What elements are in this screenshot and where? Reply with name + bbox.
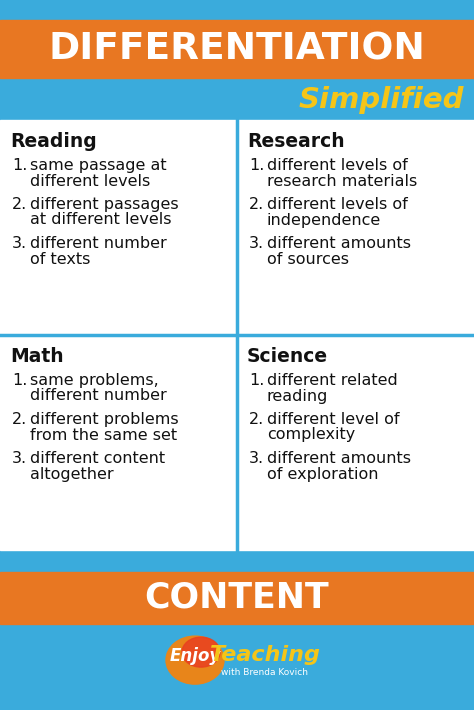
Text: 1.: 1.	[249, 158, 264, 173]
Text: 3.: 3.	[12, 451, 27, 466]
Text: different number: different number	[30, 388, 167, 403]
Text: research materials: research materials	[267, 173, 417, 188]
Text: different related: different related	[267, 373, 398, 388]
Text: Reading: Reading	[10, 132, 97, 151]
Bar	[0, 20, 474, 78]
Text: Teaching: Teaching	[210, 645, 320, 665]
Ellipse shape	[166, 636, 224, 684]
Bar	[0, 572, 474, 624]
Text: reading: reading	[267, 388, 328, 403]
Text: altogether: altogether	[30, 466, 114, 481]
Text: different amounts: different amounts	[267, 236, 411, 251]
Text: 1.: 1.	[249, 373, 264, 388]
Text: different problems: different problems	[30, 412, 179, 427]
Text: 3.: 3.	[249, 236, 264, 251]
Text: same problems,: same problems,	[30, 373, 159, 388]
Text: from the same set: from the same set	[30, 427, 177, 442]
Text: 2.: 2.	[12, 412, 27, 427]
Text: 2.: 2.	[249, 197, 264, 212]
Text: different content: different content	[30, 451, 165, 466]
Text: at different levels: at different levels	[30, 212, 172, 227]
Text: complexity: complexity	[267, 427, 355, 442]
Text: Math: Math	[10, 347, 64, 366]
Ellipse shape	[182, 637, 220, 667]
Text: different level of: different level of	[267, 412, 400, 427]
Text: different number: different number	[30, 236, 167, 251]
Text: 1.: 1.	[12, 158, 27, 173]
Text: 3.: 3.	[249, 451, 264, 466]
Text: Science: Science	[247, 347, 328, 366]
Text: with Brenda Kovich: with Brenda Kovich	[221, 667, 309, 677]
Text: Research: Research	[247, 132, 345, 151]
Text: 3.: 3.	[12, 236, 27, 251]
Text: of exploration: of exploration	[267, 466, 379, 481]
Text: Simplified: Simplified	[299, 86, 464, 114]
Text: independence: independence	[267, 212, 381, 227]
Text: of sources: of sources	[267, 251, 349, 266]
Text: Enjoy: Enjoy	[169, 647, 220, 665]
Text: same passage at: same passage at	[30, 158, 167, 173]
Text: different levels of: different levels of	[267, 158, 408, 173]
Text: different levels: different levels	[30, 173, 150, 188]
Text: 2.: 2.	[12, 197, 27, 212]
Text: different levels of: different levels of	[267, 197, 408, 212]
Bar	[0, 120, 474, 550]
Text: different amounts: different amounts	[267, 451, 411, 466]
Text: different passages: different passages	[30, 197, 179, 212]
Text: 2.: 2.	[249, 412, 264, 427]
Text: DIFFERENTIATION: DIFFERENTIATION	[48, 31, 426, 67]
Text: CONTENT: CONTENT	[145, 581, 329, 615]
Text: of texts: of texts	[30, 251, 91, 266]
Text: 1.: 1.	[12, 373, 27, 388]
